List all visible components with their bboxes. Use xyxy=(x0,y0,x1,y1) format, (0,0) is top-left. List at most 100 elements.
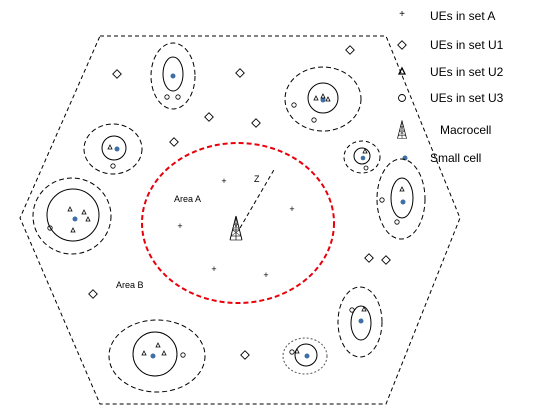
tower-icon xyxy=(397,120,407,139)
ue-u3-marker xyxy=(394,219,400,225)
coverage-boundary xyxy=(83,123,143,175)
small-cell-8 xyxy=(282,337,328,375)
cell-boundary xyxy=(46,188,100,242)
small-cell-dot-icon xyxy=(320,97,326,103)
legend-label-ue-set-u2: UEs in set U2 xyxy=(430,65,504,79)
ue-u1-marker xyxy=(204,112,214,122)
legend-item-macrocell: Macrocell xyxy=(397,120,491,139)
legend-item-small-cell: Small cell xyxy=(402,151,481,165)
small-cell-dot-icon xyxy=(304,353,310,359)
ue-u2-marker xyxy=(85,216,91,222)
ue-u2-marker xyxy=(362,148,368,154)
legend-label-small-cell: Small cell xyxy=(430,151,481,165)
area-b-label: Area B xyxy=(116,280,144,290)
ue-u2-marker xyxy=(155,342,161,348)
ue-u3-marker xyxy=(110,163,116,169)
ue-u2-marker xyxy=(325,96,331,102)
ue-u3-marker xyxy=(291,102,297,108)
small-cell-dot-icon xyxy=(150,353,156,359)
legend-item-ue-set-u3: UEs in set U3 xyxy=(398,91,504,105)
coverage-boundary xyxy=(284,66,362,132)
small-cell-6 xyxy=(32,177,112,255)
cell-boundary xyxy=(132,331,178,377)
small-cell-7 xyxy=(108,319,206,393)
legend-item-ue-set-a: + UEs in set A xyxy=(399,9,495,23)
small-cell-dot-icon xyxy=(400,199,406,205)
ue-u3-marker xyxy=(349,307,355,313)
small-cell-5 xyxy=(376,158,426,240)
small-cell-dot-icon xyxy=(114,146,120,152)
cell-boundary xyxy=(294,343,318,367)
small-cell-dot-icon xyxy=(360,155,366,161)
ue-a-marker: + xyxy=(289,204,294,214)
cell-boundary xyxy=(390,177,414,219)
ue-a-marker: + xyxy=(263,270,268,280)
ue-u2-marker xyxy=(141,350,147,356)
ue-u2-marker xyxy=(70,227,76,233)
ue-u1-marker xyxy=(381,255,391,265)
ue-a-marker: + xyxy=(211,264,216,274)
coverage-boundary xyxy=(282,337,328,375)
legend-label-ue-set-u3: UEs in set U3 xyxy=(430,91,504,105)
plus-icon: + xyxy=(399,9,405,20)
ue-u2-marker xyxy=(320,93,326,99)
ue-u1-marker xyxy=(235,68,245,78)
ue-a-marker: + xyxy=(221,176,226,186)
legend-label-ue-set-u1: UEs in set U1 xyxy=(430,38,504,52)
small-cell-dot-icon xyxy=(72,216,78,222)
ue-u2-marker xyxy=(161,350,167,356)
ue-u1-marker xyxy=(112,69,122,79)
ue-u2-marker xyxy=(67,206,73,212)
legend-label-macrocell: Macrocell xyxy=(440,123,491,137)
ue-u1-marker xyxy=(240,350,250,360)
small-cell-dot-icon xyxy=(170,73,176,79)
ue-u1-marker xyxy=(364,253,374,263)
diamond-icon xyxy=(397,40,407,50)
coverage-boundary xyxy=(108,319,206,393)
ue-u2-marker xyxy=(294,348,300,354)
ue-u3-marker xyxy=(164,94,170,100)
ue-u3-marker xyxy=(289,349,295,355)
cell-boundary xyxy=(101,135,127,161)
small-cell-dot-icon xyxy=(358,318,364,324)
area-a-label: Area A xyxy=(174,194,201,204)
ue-a-marker: + xyxy=(177,221,182,231)
legend-label-ue-set-a: UEs in set A xyxy=(430,9,495,23)
coverage-boundary xyxy=(150,42,196,110)
small-cell-3 xyxy=(83,123,143,175)
ue-u2-marker xyxy=(107,144,113,150)
distance-line xyxy=(239,167,276,229)
ue-u1-marker xyxy=(251,118,261,128)
coverage-boundary xyxy=(343,140,381,174)
cell-boundary xyxy=(307,82,339,114)
ue-u3-marker xyxy=(47,225,53,231)
cell-boundary xyxy=(350,305,372,341)
ue-u3-marker xyxy=(180,352,186,358)
ue-set-u1-group xyxy=(88,45,391,360)
ue-u3-marker xyxy=(379,197,385,203)
legend: + UEs in set A UEs in set U1 UEs in set … xyxy=(397,9,504,165)
ue-u1-marker xyxy=(169,137,179,147)
coverage-boundary xyxy=(32,177,112,255)
legend-item-ue-set-u1: UEs in set U1 xyxy=(397,38,504,52)
ue-set-a-group: + + + + + xyxy=(177,176,294,280)
coverage-boundary xyxy=(376,158,426,240)
ue-u3-marker xyxy=(175,94,181,100)
ue-u1-marker xyxy=(345,45,355,55)
small-cell-9 xyxy=(337,286,383,358)
distance-label: Z xyxy=(254,174,260,184)
ue-u2-marker xyxy=(313,95,319,101)
coverage-boundary xyxy=(337,286,383,358)
legend-item-ue-set-u2: UEs in set U2 xyxy=(397,65,504,79)
ue-u3-marker xyxy=(311,117,317,123)
small-cell-2 xyxy=(284,66,362,132)
ue-u2-marker xyxy=(361,306,367,312)
ue-u2-marker xyxy=(81,209,87,215)
small-cell-1 xyxy=(150,42,196,110)
ue-u1-marker xyxy=(88,289,98,299)
ue-u2-marker xyxy=(399,186,405,192)
small-cell-4 xyxy=(343,140,381,174)
macrocell-boundary xyxy=(19,35,461,405)
ue-u3-marker xyxy=(363,165,369,171)
circle-icon xyxy=(398,94,406,102)
